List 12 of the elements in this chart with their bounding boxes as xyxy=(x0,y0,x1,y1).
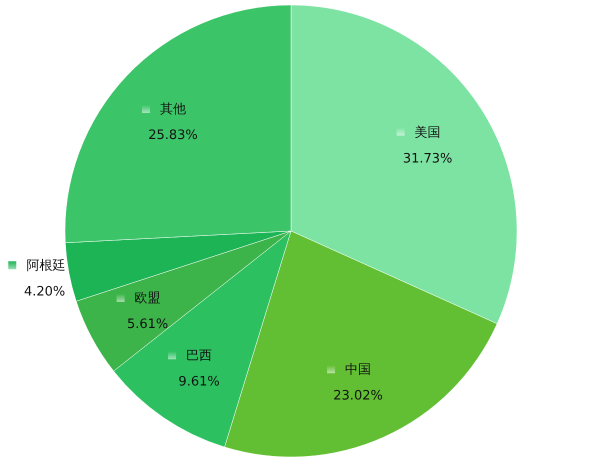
data-label: 5.61% xyxy=(126,316,168,332)
legend-label: 中国 xyxy=(345,362,372,378)
data-label: 23.02% xyxy=(333,388,383,404)
data-label: 4.20% xyxy=(24,284,66,300)
data-label: 31.73% xyxy=(402,152,452,167)
data-label: 9.61% xyxy=(178,374,220,390)
legend-label: 其他 xyxy=(160,102,186,117)
legend-label: 阿根廷 xyxy=(26,258,66,274)
data-label: 25.83% xyxy=(148,128,198,143)
legend-label: 欧盟 xyxy=(134,290,161,306)
legend-label: 巴西 xyxy=(186,348,212,364)
legend-label: 美国 xyxy=(414,124,441,141)
